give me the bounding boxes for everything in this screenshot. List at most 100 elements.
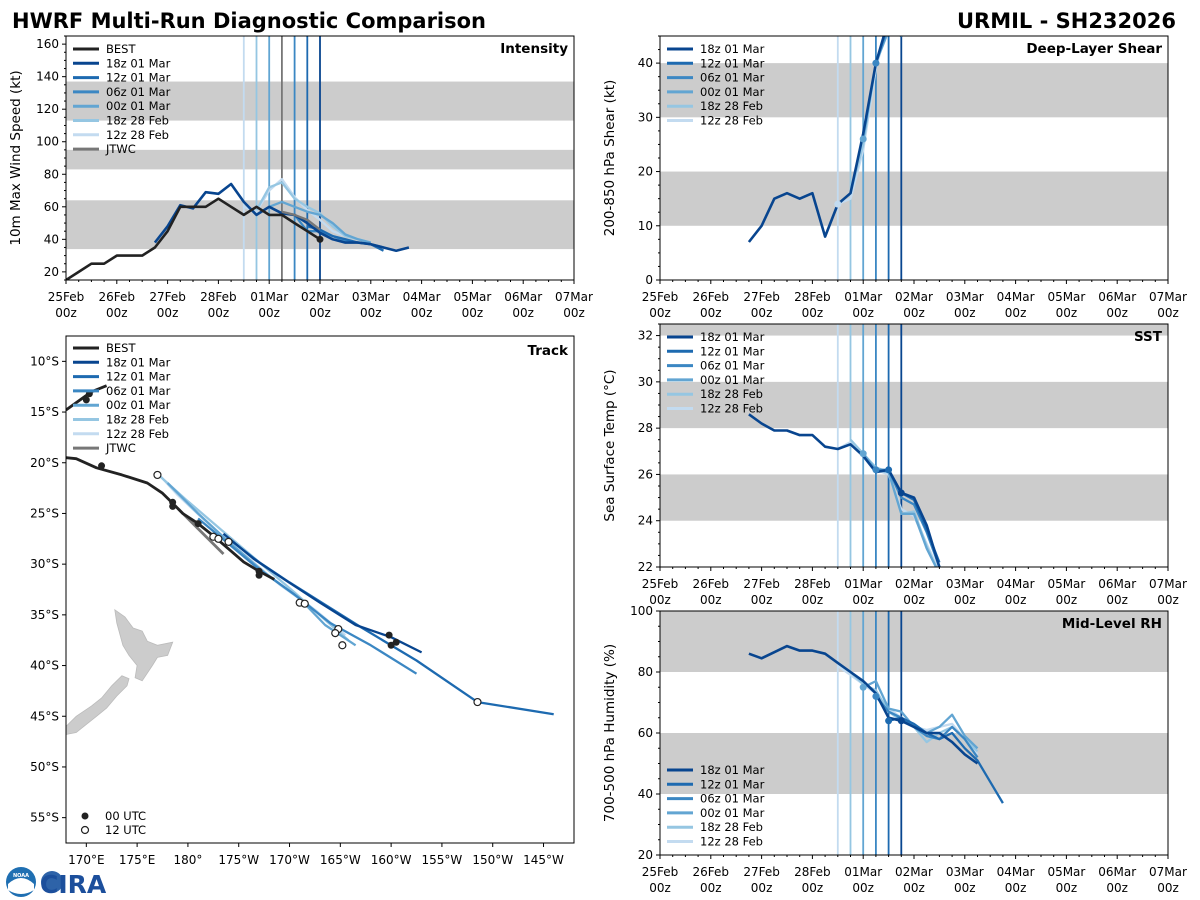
rh-xtick-date: 06Mar [1098,865,1136,879]
intensity-xtick-hour: 00z [157,306,179,320]
track-marker-00utc [392,638,400,646]
cira-globe-icon [41,871,63,893]
track-lat-label: 30°S [30,557,59,571]
track-marker-12utc [338,641,347,650]
sst-xtick-date: 28Feb [794,577,831,591]
rh-panel-title: Mid-Level RH [1062,616,1162,632]
shear-series-18z-01-mar [747,36,886,243]
shear-xtick-hour: 00z [903,306,925,320]
sst-ytick-label: 24 [638,514,653,528]
shear-xtick-date: 03Mar [946,290,984,304]
track-marker-00utc [98,462,106,470]
shear-shaded-band [660,63,1168,118]
intensity-ytick-label: 40 [44,232,59,246]
track-marker-00utc [385,631,393,639]
intensity-xtick-date: 05Mar [453,290,491,304]
track-marker-12utc [300,599,309,608]
sst-xtick-hour: 00z [802,593,824,607]
legend-marker-12utc [80,825,90,835]
intensity-xtick-date: 01Mar [250,290,288,304]
rh-ytick-label: 40 [638,787,653,801]
legend-label-00z-01-mar: 00z 01 Mar [106,99,171,113]
rh-plot-area [660,611,1168,855]
intensity-xtick-date: 02Mar [301,290,339,304]
intensity-xtick-hour: 00z [309,306,331,320]
sst-xtick-date: 04Mar [997,577,1035,591]
shear-xtick-hour: 00z [751,306,773,320]
intensity-xtick-date: 28Feb [200,290,237,304]
track-lat-label: 15°S [30,405,59,419]
rh-shaded-band [660,733,1168,794]
rh-shaded-band [660,611,1168,672]
rh-xtick-hour: 00z [700,881,722,895]
rh-xtick-hour: 00z [1157,881,1179,895]
legend-label-18z-28-feb: 18z 28 Feb [700,820,763,834]
legend-label-18z-28-feb: 18z 28 Feb [106,114,169,128]
sst-ytick-label: 26 [638,467,653,481]
rh-xtick-hour: 00z [802,881,824,895]
shear-xtick-date: 25Feb [642,290,679,304]
legend-label-06z-01-mar: 06z 01 Mar [700,71,765,85]
shear-plot-area [660,36,1168,280]
track-lat-label: 45°S [30,709,59,723]
track-marker-00utc [169,502,177,510]
legend-label-18z-28-feb: 18z 28 Feb [700,99,763,113]
sst-xtick-hour: 00z [1157,593,1179,607]
shear-ytick-label: 20 [638,165,653,179]
intensity-ytick-label: 20 [44,265,59,279]
rh-ytick-label: 100 [630,604,653,618]
legend-label-12z-01-mar: 12z 01 Mar [106,71,171,85]
track-lat-label: 25°S [30,506,59,520]
rh-xtick-hour: 00z [649,881,671,895]
legend-label-12z-01-mar: 12z 01 Mar [700,344,765,358]
shear-marker-12z-28-feb [834,200,842,208]
sst-xtick-hour: 00z [1106,593,1128,607]
legend-label-18z-01-mar: 18z 01 Mar [700,42,765,56]
rh-marker-00z-01-mar [859,683,867,691]
shear-shaded-band [660,171,1168,226]
rh-marker-18z-01-mar [897,717,905,725]
sst-xtick-date: 01Mar [844,577,882,591]
shear-xtick-date: 07Mar [1149,290,1187,304]
intensity-ytick-label: 140 [36,70,59,84]
sst-xtick-date: 02Mar [895,577,933,591]
rh-xtick-date: 02Mar [895,865,933,879]
legend-label-06z-01-mar: 06z 01 Mar [700,792,765,806]
legend-label-00-utc: 00 UTC [105,809,146,823]
legend-label-12z-28-feb: 12z 28 Feb [700,114,763,128]
legend-label-00z-01-mar: 00z 01 Mar [700,373,765,387]
sst-xtick-hour: 00z [1056,593,1078,607]
sst-xtick-date: 03Mar [946,577,984,591]
track-panel: 10°S 15°S 20°S 25°S 30°S 35°S 40°S 45°S 50°S 55°S… [30,335,575,867]
rh-ytick-label: 80 [638,665,653,679]
intensity-xtick-date: 06Mar [504,290,542,304]
sst-ytick-label: 30 [638,375,653,389]
intensity-xtick-hour: 00z [106,306,128,320]
shear-marker-06z-01-mar [872,59,880,67]
legend-label-12z-01-mar: 12z 01 Mar [106,370,171,384]
rh-xtick-date: 03Mar [946,865,984,879]
track-plot-area [66,384,554,735]
rh-xtick-hour: 00z [852,881,874,895]
intensity-xtick-date: 26Feb [99,290,136,304]
intensity-xtick-date: 25Feb [48,290,85,304]
shear-ylabel: 200-850 hPa Shear (kt) [602,80,618,237]
sst-ytick-label: 32 [638,329,653,343]
intensity-series-18z-01-mar [153,182,410,252]
shear-xtick-date: 01Mar [844,290,882,304]
rh-marker-06z-01-mar [872,692,880,700]
shear-ytick-label: 10 [638,219,653,233]
sst-xtick-hour: 00z [852,593,874,607]
track-lon-label: 170°W [269,853,310,867]
track-lat-label: 55°S [30,811,59,825]
intensity-marker-best [316,235,324,243]
rh-xtick-hour: 00z [1005,881,1027,895]
intensity-series-jtwc [281,210,321,231]
shear-marker-00z-01-mar [859,135,867,143]
intensity-xtick-hour: 00z [563,306,585,320]
legend-label-00z-01-mar: 00z 01 Mar [106,398,171,412]
rh-xtick-hour: 00z [1106,881,1128,895]
intensity-ytick-label: 60 [44,200,59,214]
sst-marker-00z-01-mar [859,450,867,458]
track-series-12z-28-feb [156,472,347,636]
